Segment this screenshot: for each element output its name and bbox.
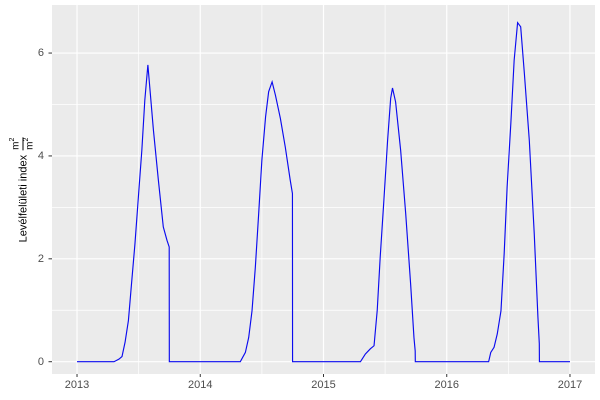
- lai-line-series: [77, 21, 570, 363]
- x-tick-label: 2015: [311, 379, 336, 391]
- x-tick-label: 2013: [64, 379, 90, 391]
- x-tick-label: 2017: [557, 379, 583, 391]
- y-axis-unit-fraction: m2 m2: [9, 137, 36, 150]
- y-tick-label: 4: [37, 149, 44, 162]
- y-tick-label: 0: [37, 355, 44, 368]
- x-tick-label: 2014: [188, 379, 213, 391]
- unit-numerator: m2: [9, 137, 22, 150]
- y-axis-title-text: Levélfelületi index: [17, 154, 29, 243]
- y-tick-label: 2: [37, 252, 44, 265]
- y-tick-label: 6: [37, 47, 44, 60]
- x-tick-label: 2016: [434, 379, 459, 391]
- unit-denominator: m2: [23, 137, 36, 150]
